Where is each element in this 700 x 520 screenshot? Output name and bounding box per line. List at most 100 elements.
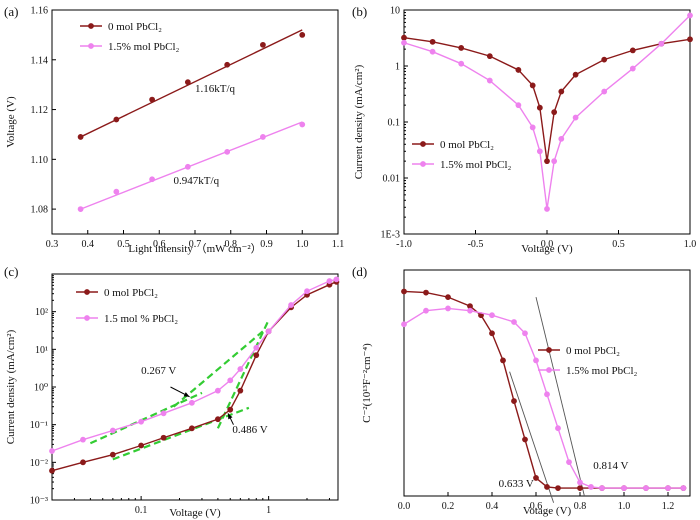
data-point bbox=[551, 158, 558, 165]
data-point bbox=[49, 448, 55, 454]
data-point bbox=[109, 427, 116, 434]
data-point bbox=[601, 56, 608, 63]
series-pbcl2 bbox=[401, 305, 687, 491]
legend-marker bbox=[420, 141, 426, 147]
data-point bbox=[77, 206, 84, 213]
data-point bbox=[572, 114, 579, 121]
y-tick-label: 0.01 bbox=[383, 174, 401, 185]
data-point bbox=[588, 484, 594, 490]
data-point bbox=[566, 459, 572, 465]
x-tick-label: 1.0 bbox=[618, 501, 631, 512]
plot-frame bbox=[403, 9, 691, 235]
data-point bbox=[214, 416, 221, 423]
data-point bbox=[555, 485, 561, 491]
x-axis-label: Votage (V) bbox=[523, 505, 572, 517]
series-pbcl2 bbox=[401, 12, 693, 212]
series-line bbox=[403, 290, 684, 489]
y-axis-label: C⁻²(10¹³F⁻²cm⁻⁴) bbox=[361, 343, 373, 423]
x-tick-label: 1.1 bbox=[332, 239, 345, 250]
data-point bbox=[149, 176, 155, 183]
x-tick-label: -0.5 bbox=[468, 239, 484, 250]
panel-label: (c) bbox=[4, 264, 18, 279]
y-tick-label: 10¹ bbox=[35, 345, 48, 356]
arrow-head bbox=[183, 392, 190, 397]
legend-label: 0 mol PbCl₂ bbox=[104, 287, 158, 299]
data-point bbox=[533, 475, 539, 481]
data-point bbox=[511, 319, 517, 325]
data-point bbox=[224, 61, 231, 68]
data-point bbox=[80, 459, 86, 466]
x-tick-label: 1 bbox=[266, 505, 271, 516]
data-point bbox=[113, 188, 120, 195]
data-point bbox=[536, 104, 543, 111]
data-point bbox=[486, 53, 493, 60]
data-point bbox=[558, 135, 565, 142]
x-tick-label: 0.7 bbox=[189, 239, 202, 250]
data-point bbox=[401, 39, 407, 46]
data-point bbox=[227, 377, 234, 384]
data-point bbox=[288, 302, 294, 308]
arrow-head bbox=[227, 413, 233, 420]
annotation: 0.947kT/q bbox=[174, 175, 220, 187]
data-point bbox=[260, 41, 266, 48]
legend-label: 0 mol PbCl₂ bbox=[108, 21, 162, 33]
data-point bbox=[77, 134, 84, 140]
data-point bbox=[237, 387, 244, 394]
data-point bbox=[643, 485, 649, 491]
data-point bbox=[458, 45, 465, 51]
data-point bbox=[599, 485, 605, 491]
guide-line bbox=[216, 319, 270, 429]
annotation: 0.486 V bbox=[232, 424, 267, 436]
series-zero-mol bbox=[77, 29, 306, 140]
data-point bbox=[665, 485, 671, 491]
data-point bbox=[160, 410, 167, 417]
data-point bbox=[577, 485, 583, 491]
data-point bbox=[237, 366, 244, 372]
panel-d: 0.0 0.2 0.4 0.6 0.8 1.0 1.2 (d) Votage (V) C⁻²(10… bbox=[352, 264, 691, 517]
legend-label: 1.5% mol PbCl₂ bbox=[566, 365, 638, 377]
series-pbcl2 bbox=[77, 121, 306, 213]
data-point bbox=[544, 391, 550, 398]
legend-label: 0 mol PbCl₂ bbox=[440, 139, 494, 151]
y-tick-label: 1 bbox=[395, 62, 400, 73]
y-tick-label: 1E-3 bbox=[381, 230, 400, 241]
annotation: 0.267 V bbox=[141, 365, 176, 377]
x-tick-label: 0.9 bbox=[260, 239, 273, 250]
data-point bbox=[401, 321, 407, 328]
data-point bbox=[214, 387, 221, 394]
fit-line bbox=[80, 121, 303, 210]
legend-label: 1.5% mol PbCl₂ bbox=[440, 159, 512, 171]
x-tick-label: 0.4 bbox=[486, 501, 499, 512]
data-point bbox=[621, 485, 627, 491]
panel-label: (d) bbox=[352, 264, 367, 279]
annotation: 0.814 V bbox=[593, 460, 628, 472]
data-point bbox=[260, 134, 266, 140]
x-tick-label: 0.5 bbox=[117, 239, 130, 250]
y-tick-label: 10⁻¹ bbox=[30, 420, 48, 431]
panel-label: (b) bbox=[352, 4, 367, 19]
data-point bbox=[467, 307, 473, 314]
data-point bbox=[333, 276, 340, 283]
y-tick-label: 10⁰ bbox=[34, 383, 48, 394]
x-axis-label: Light intensity （mW cm⁻²） bbox=[128, 242, 261, 255]
guide-line bbox=[112, 406, 250, 461]
data-point bbox=[304, 288, 310, 295]
panel-b: -1.0 -0.5 0.0 0.5 1.0 1E-3 0.01 0.1 1 10 (b) Voltag… bbox=[352, 4, 696, 255]
series-pbcl2 bbox=[49, 276, 340, 454]
x-tick-label: 1.2 bbox=[662, 501, 675, 512]
legend-label: 1.5% mol PbCl₂ bbox=[108, 41, 180, 53]
data-point bbox=[80, 436, 86, 443]
x-axis-label: Voltage (V) bbox=[521, 243, 573, 255]
data-point bbox=[515, 67, 522, 73]
x-axis-label: Voltage (V) bbox=[169, 507, 221, 519]
panel-c: 0.1 1 10⁻³ 10⁻² 10⁻¹ 10⁰ 10¹ 10² (c) Voltage (V) C… bbox=[4, 264, 340, 519]
data-point bbox=[551, 109, 558, 116]
x-tick-label: 0.5 bbox=[612, 239, 625, 250]
x-tick-label: 0.0 bbox=[398, 501, 411, 512]
legend-marker bbox=[420, 161, 426, 167]
data-point bbox=[429, 48, 436, 55]
data-point bbox=[113, 116, 120, 123]
y-tick-label: 10⁻² bbox=[30, 458, 48, 469]
x-tick-label: 0.3 bbox=[46, 239, 59, 250]
